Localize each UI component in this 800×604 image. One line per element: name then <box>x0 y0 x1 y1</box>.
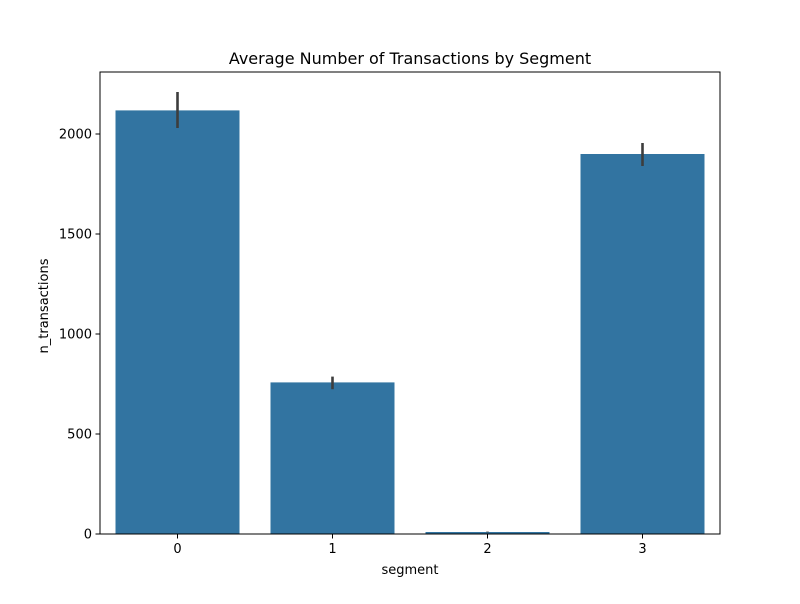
bar-segment-0 <box>115 110 240 535</box>
bar-segment-2 <box>425 532 550 534</box>
y-tick-label-500: 500 <box>67 428 92 443</box>
y-tick-label-2000: 2000 <box>59 128 92 143</box>
axes-frame <box>99 71 721 535</box>
bar-segment-3 <box>580 154 705 534</box>
y-axis-label: n_transactions <box>37 258 52 353</box>
x-tick-label-2: 2 <box>483 542 491 557</box>
x-axis-label: segment <box>381 563 438 578</box>
plot-area: 0 1 2 3 0 500 1000 1500 2000 <box>59 71 721 557</box>
y-tick-label-1500: 1500 <box>59 228 92 243</box>
y-tick-label-1000: 1000 <box>59 328 92 343</box>
y-tick-label-0: 0 <box>84 528 92 543</box>
bar-segment-1 <box>270 382 395 534</box>
chart-title: Average Number of Transactions by Segmen… <box>229 49 591 68</box>
x-tick-label-3: 3 <box>638 542 646 557</box>
x-tick-label-0: 0 <box>173 542 181 557</box>
x-tick-label-1: 1 <box>328 542 336 557</box>
